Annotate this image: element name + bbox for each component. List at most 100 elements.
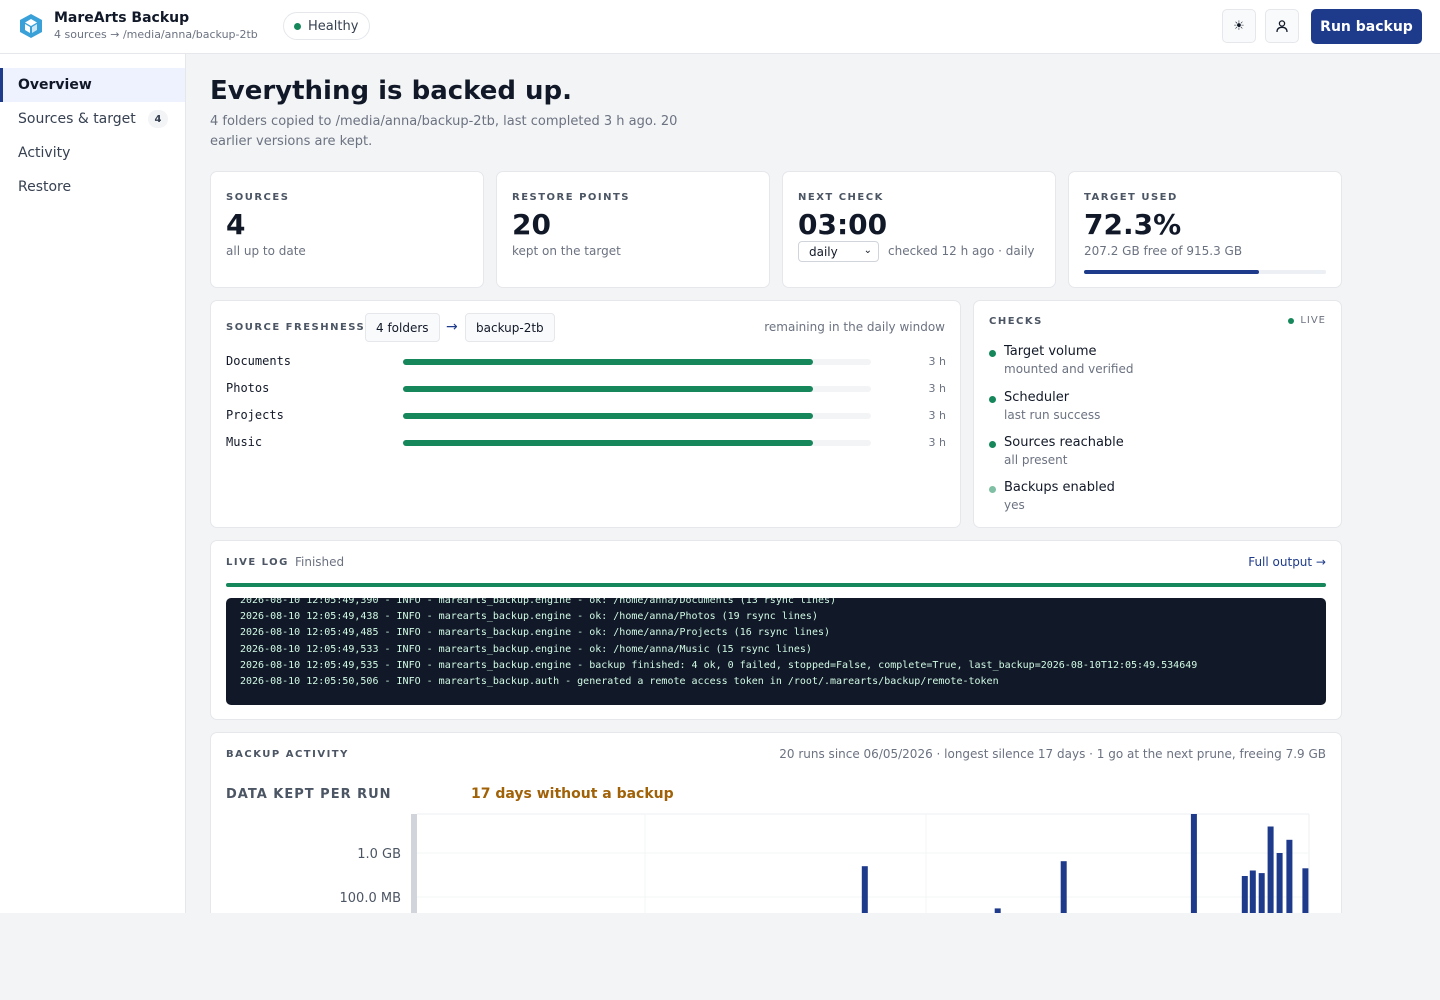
check-title: Target volume (1004, 344, 1097, 359)
log-line: 2026-08-10 12:05:49,535 - INFO - mareart… (240, 659, 1198, 671)
freshness-row: Projects 3 h (226, 406, 946, 426)
stat-value: 4 (226, 208, 246, 241)
live-label: LIVE (1300, 315, 1326, 326)
freshness-title: Source freshness (226, 322, 366, 333)
freshness-bar (403, 440, 871, 446)
health-status-badge: Healthy (283, 12, 371, 40)
source-age: 3 h (928, 382, 946, 395)
log-line: 2026-08-10 12:05:49,438 - INFO - mareart… (240, 611, 818, 623)
stat-card-sources: Sources 4 all up to date (210, 171, 484, 288)
chart-bar[interactable] (1267, 826, 1274, 914)
schedule-frequency-select[interactable]: daily ⌄ (798, 241, 879, 262)
chart-title: DATA KEPT PER RUN (226, 787, 392, 802)
stat-value: 03:00 (798, 208, 888, 241)
stat-label: Sources (226, 192, 290, 203)
app-viewport: MareArts Backup 4 sources → /media/anna/… (0, 0, 1440, 913)
source-age: 3 h (928, 409, 946, 422)
log-output[interactable]: 2026-08-10 12:05:49,390 - INFO - mareart… (226, 598, 1326, 705)
sidebar-item-label: Restore (18, 179, 72, 195)
account-button[interactable] (1265, 9, 1299, 43)
chart-bar[interactable] (994, 908, 1001, 913)
freshness-bar-fill (403, 440, 813, 446)
select-value: daily (809, 244, 838, 259)
source-age: 3 h (928, 436, 946, 449)
log-line: 2026-08-10 12:05:49,485 - INFO - mareart… (240, 627, 831, 639)
run-backup-button[interactable]: Run backup (1311, 9, 1422, 44)
chart-bar[interactable] (1060, 861, 1067, 913)
chart-bar[interactable] (1190, 814, 1197, 913)
source-name: Documents (226, 354, 292, 368)
stat-value: 72.3% (1084, 208, 1182, 241)
target-chip[interactable]: backup-2tb (465, 313, 555, 342)
sidebar-item-sources[interactable]: Sources & target 4 (0, 102, 185, 136)
check-title: Sources reachable (1004, 435, 1124, 450)
check-status-dot-icon (989, 396, 996, 403)
sidebar-item-restore[interactable]: Restore (0, 170, 185, 204)
usage-progress-fill (1084, 270, 1259, 274)
activity-summary: 20 runs since 06/05/2026 · longest silen… (779, 747, 1326, 761)
freshness-bar (403, 413, 871, 419)
app-logo-icon (20, 14, 42, 38)
sidebar-item-overview[interactable]: Overview (0, 68, 185, 102)
sidebar: Overview Sources & target 4 Activity Res… (0, 54, 186, 913)
source-name: Photos (226, 381, 270, 395)
sources-count-badge: 4 (148, 110, 168, 128)
freshness-caption: remaining in the daily window (764, 320, 945, 334)
chart-bar[interactable] (1258, 873, 1265, 913)
freshness-bar (403, 386, 871, 392)
usage-progress-bar (1084, 270, 1326, 274)
chart-bar[interactable] (1249, 870, 1256, 914)
stat-card-next-check: Next check 03:00 daily ⌄ checked 12 h ag… (782, 171, 1056, 288)
check-status-dot-icon (989, 441, 996, 448)
backup-activity-card: Backup activity 20 runs since 06/05/2026… (210, 732, 1342, 913)
sidebar-item-activity[interactable]: Activity (0, 136, 185, 170)
log-title: Live log (226, 557, 289, 568)
stat-card-restore-points: Restore points 20 kept on the target (496, 171, 770, 288)
live-dot-icon (1288, 317, 1295, 324)
app-subtitle: 4 sources → /media/anna/backup-2tb (54, 28, 258, 41)
freshness-row: Documents 3 h (226, 352, 946, 372)
theme-toggle-button[interactable]: ☀ (1222, 9, 1256, 43)
check-status-dot-icon (989, 350, 996, 357)
stat-note: checked 12 h ago · daily (888, 244, 1035, 258)
chart-bars (861, 814, 1309, 914)
source-folders-chip[interactable]: 4 folders (365, 313, 440, 342)
sidebar-item-label: Sources & target (18, 111, 136, 127)
page-title: Everything is backed up. (210, 76, 573, 106)
log-line: 2026-08-10 12:05:50,506 - INFO - mareart… (240, 676, 999, 688)
chart-bar[interactable] (861, 866, 868, 913)
sun-icon: ☀ (1233, 18, 1245, 34)
source-freshness-card: Source freshness 4 folders → backup-2tb … (210, 300, 961, 528)
source-name: Music (226, 435, 263, 449)
y-tick-label: 1.0 GB (357, 847, 401, 862)
stat-note: all up to date (226, 244, 306, 258)
top-bar: MareArts Backup 4 sources → /media/anna/… (0, 0, 1440, 54)
freshness-row: Photos 3 h (226, 379, 946, 399)
checks-title: Checks (989, 316, 1043, 327)
activity-title: Backup activity (226, 749, 349, 760)
chart-bar[interactable] (1286, 839, 1293, 913)
stat-card-target-used: Target used 72.3% 207.2 GB free of 915.3… (1068, 171, 1342, 288)
freshness-bar-fill (403, 359, 813, 365)
status-dot-icon (294, 22, 301, 30)
check-status-dot-icon (989, 486, 996, 493)
log-line: 2026-08-10 12:05:49,533 - INFO - mareart… (240, 643, 812, 655)
chart-annotation: 17 days without a backup (471, 786, 674, 802)
y-tick-label: 100.0 MB (340, 891, 401, 906)
check-detail: all present (1004, 453, 1068, 467)
chevron-down-icon: ⌄ (863, 245, 872, 256)
stat-value: 20 (512, 208, 551, 241)
source-name: Projects (226, 408, 284, 422)
sidebar-item-label: Overview (18, 77, 92, 93)
source-age: 3 h (928, 355, 946, 368)
live-log-card: Live log Finished Full output → 2026-08-… (210, 540, 1342, 720)
stat-note: 207.2 GB free of 915.3 GB (1084, 244, 1243, 258)
sidebar-item-label: Activity (18, 145, 71, 161)
chart-bar[interactable] (1302, 868, 1309, 913)
check-title: Scheduler (1004, 390, 1070, 405)
check-detail: last run success (1004, 408, 1101, 422)
full-output-link[interactable]: Full output → (1248, 555, 1326, 569)
chart-bar[interactable] (1241, 876, 1248, 913)
chart-bar[interactable] (1276, 853, 1283, 913)
chart-y-axis (411, 814, 417, 913)
